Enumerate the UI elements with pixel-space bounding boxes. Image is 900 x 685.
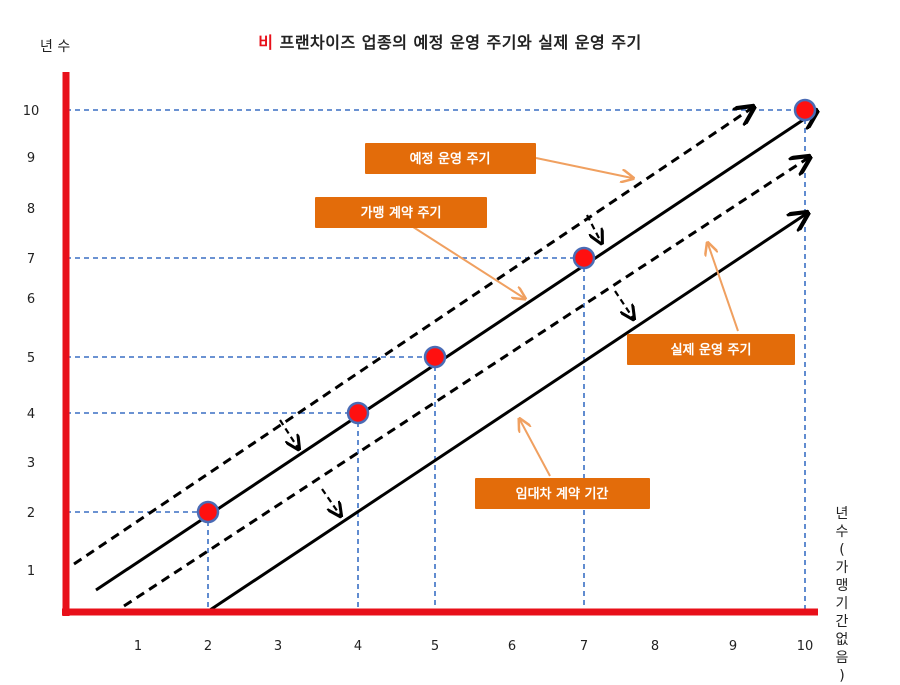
data-points bbox=[196, 98, 817, 524]
data-point bbox=[346, 401, 370, 425]
x-label-char: ) bbox=[839, 668, 845, 684]
label-lease-term: 임대차 계약 기간 bbox=[475, 478, 650, 509]
lease-term-line bbox=[209, 214, 806, 612]
x-tick-label: 1 bbox=[134, 639, 142, 654]
y-tick-label: 1 bbox=[27, 564, 35, 579]
label-lease-text: 임대차 계약 기간 bbox=[516, 486, 609, 502]
x-label-char: 맹 bbox=[835, 578, 849, 594]
x-label-char: 음 bbox=[835, 650, 849, 666]
y-tick-label: 4 bbox=[27, 407, 35, 422]
title-text: 프랜차이즈 업종의 예정 운영 주기와 실제 운영 주기 bbox=[279, 33, 642, 52]
label-actual-cycle: 실제 운영 주기 bbox=[627, 334, 795, 365]
callout-planned bbox=[535, 157, 632, 178]
label-franchise-text: 가맹 계약 주기 bbox=[361, 205, 442, 221]
x-tick-label: 9 bbox=[729, 639, 737, 654]
callout-arrows bbox=[409, 157, 739, 477]
x-label-char: 기 bbox=[835, 596, 849, 612]
x-label-char: 간 bbox=[835, 614, 849, 630]
y-tick-label: 10 bbox=[23, 104, 40, 119]
shift-arrow-4 bbox=[321, 488, 340, 515]
label-actual-text: 실제 운영 주기 bbox=[671, 342, 752, 358]
y-tick-label: 6 bbox=[27, 292, 35, 307]
y-tick-label: 5 bbox=[27, 351, 35, 366]
data-point bbox=[196, 500, 220, 524]
data-point bbox=[793, 98, 817, 122]
axes bbox=[62, 72, 818, 616]
x-tick-label: 6 bbox=[508, 639, 516, 654]
x-tick-label: 8 bbox=[651, 639, 659, 654]
x-label-char: 년 bbox=[835, 506, 849, 522]
x-axis-label: 년 수 ( 가 맹 기 간 없 음) bbox=[833, 505, 851, 685]
data-point bbox=[572, 246, 596, 270]
actual-cycle-line bbox=[123, 158, 808, 608]
shift-arrow-3 bbox=[279, 419, 298, 448]
label-franchise-contract: 가맹 계약 주기 bbox=[315, 197, 487, 228]
label-planned-cycle: 예정 운영 주기 bbox=[365, 143, 536, 174]
y-ticks: 1 2 3 4 5 6 7 8 9 10 bbox=[23, 104, 40, 579]
y-tick-label: 8 bbox=[27, 202, 35, 217]
x-label-char: 없 bbox=[835, 632, 849, 648]
callout-franchise bbox=[409, 224, 524, 298]
diagram-canvas: 1 2 3 4 5 6 7 8 9 10 1 2 3 4 5 6 7 8 9 10 예정 운영 주기 가맹 계약 주… bbox=[23, 72, 900, 654]
y-tick-label: 7 bbox=[27, 252, 35, 267]
y-axis-label: 년 수 bbox=[40, 39, 71, 55]
x-label-char: ( bbox=[839, 542, 845, 558]
x-tick-label: 3 bbox=[274, 639, 282, 654]
x-tick-label: 7 bbox=[580, 639, 588, 654]
x-tick-label: 5 bbox=[431, 639, 439, 654]
label-planned-text: 예정 운영 주기 bbox=[410, 151, 491, 167]
shift-arrow-1 bbox=[586, 214, 601, 242]
shift-arrow-2 bbox=[614, 290, 633, 318]
y-tick-label: 3 bbox=[27, 456, 35, 471]
y-tick-label: 9 bbox=[27, 151, 35, 166]
title-highlight: 비 bbox=[258, 33, 274, 52]
y-tick-label: 2 bbox=[27, 506, 35, 521]
x-ticks: 1 2 3 4 5 6 7 8 9 10 bbox=[134, 639, 813, 654]
shift-arrows bbox=[279, 214, 633, 515]
x-tick-label: 4 bbox=[354, 639, 362, 654]
callout-lease bbox=[520, 420, 551, 477]
x-label-char: 수 bbox=[835, 524, 849, 540]
x-label-char: 가 bbox=[835, 560, 849, 576]
label-boxes: 예정 운영 주기 가맹 계약 주기 실제 운영 주기 임대차 계약 기간 bbox=[315, 143, 795, 509]
data-point bbox=[423, 345, 447, 369]
x-tick-label: 2 bbox=[204, 639, 212, 654]
planned-cycle-line bbox=[73, 108, 752, 566]
chart-title: 비 프랜차이즈 업종의 예정 운영 주기와 실제 운영 주기 bbox=[0, 29, 900, 53]
callout-actual bbox=[708, 244, 739, 332]
x-tick-label: 10 bbox=[797, 639, 814, 654]
